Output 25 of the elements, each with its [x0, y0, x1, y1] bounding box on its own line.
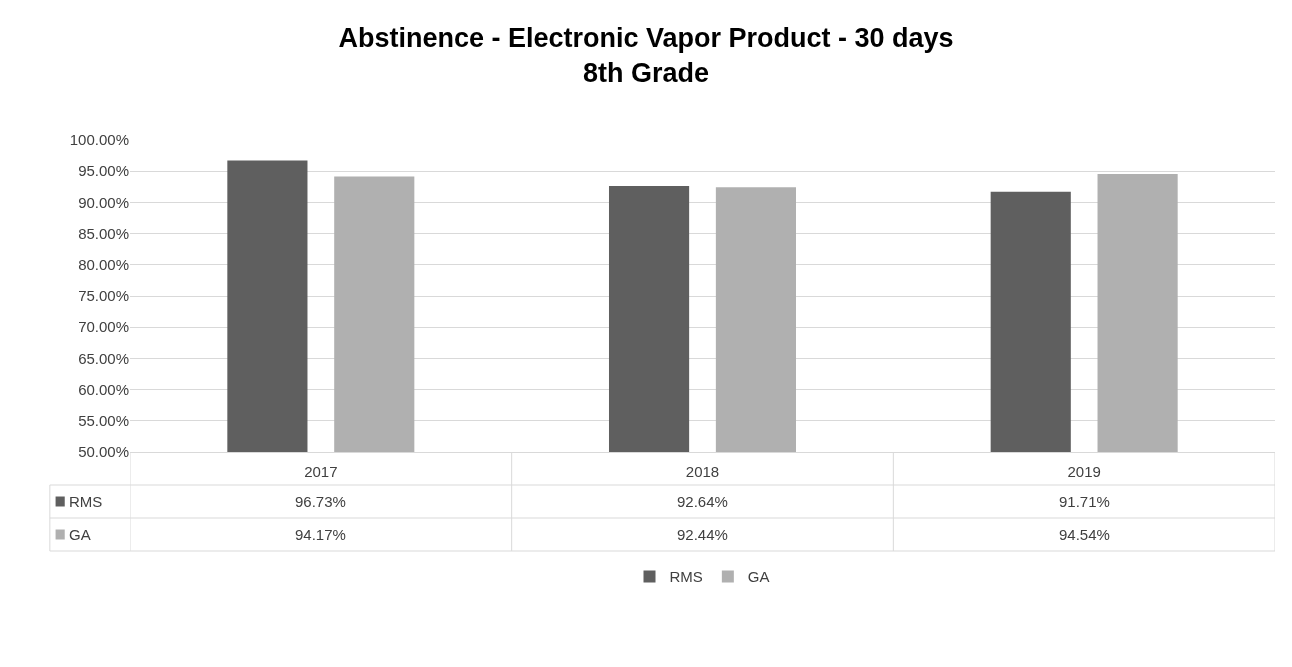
- legend-label: GA: [747, 568, 770, 586]
- text: GA: [69, 526, 91, 543]
- y-tick-label: 90.00%: [78, 193, 129, 211]
- y-tick-label: 60.00%: [78, 380, 129, 398]
- y-tick-label: 100.00%: [69, 131, 129, 149]
- x-tick-label: 2018: [685, 463, 720, 480]
- y-tick-label: 55.00%: [78, 412, 129, 430]
- text: RMS: [69, 493, 103, 510]
- x-tick-label: 2019: [1067, 463, 1101, 480]
- y-tick-label: 80.00%: [78, 256, 129, 274]
- data-label: 96.73%: [295, 493, 346, 510]
- y-tick-label: 95.00%: [78, 162, 129, 180]
- y-tick-label: 70.00%: [78, 318, 129, 336]
- y-tick-label: 85.00%: [78, 224, 129, 242]
- y-tick-label: 65.00%: [78, 349, 129, 367]
- data-label: 94.17%: [295, 526, 346, 543]
- y-tick-label: 50.00%: [78, 443, 129, 461]
- data-label: 94.54%: [1059, 526, 1110, 543]
- legend-label: RMS: [669, 568, 703, 586]
- data-label: 91.71%: [1059, 493, 1110, 510]
- data-label: 92.64%: [677, 493, 728, 510]
- x-tick-label: 2017: [304, 463, 338, 480]
- chart-title: Abstinence - Electronic Vapor Product - 30 days 8th Grade: [338, 22, 954, 88]
- y-tick-label: 75.00%: [78, 287, 129, 305]
- data-label: 92.44%: [677, 526, 728, 543]
